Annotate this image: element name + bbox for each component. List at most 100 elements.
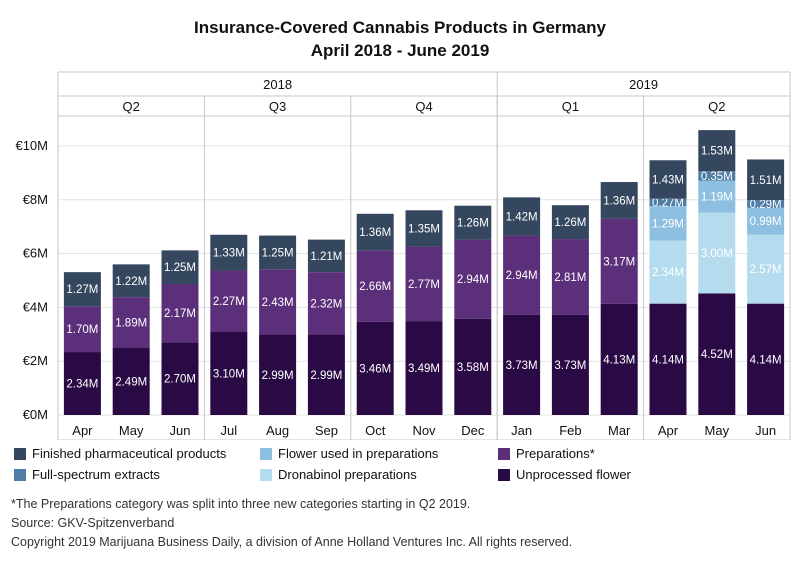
legend-item-dronabinol-preparations: Dronabinol preparations [260,467,417,482]
bar-segment [698,212,736,294]
data-label: 0.35M [701,171,733,183]
data-label: 1.25M [164,262,196,274]
legend-item-finished-pharmaceutical: Finished pharmaceutical products [14,446,226,461]
data-label: 1.27M [66,284,98,296]
x-tick-label: Jul [220,423,237,438]
bar-segment [112,264,150,298]
bar-segment [747,234,785,304]
bar-segment [698,293,736,415]
legend-swatch [498,468,510,481]
data-label: 2.17M [164,308,196,320]
bar-segment [307,334,345,415]
data-label: 0.99M [750,216,782,228]
data-label: 1.42M [506,211,538,223]
bar-segment [210,331,248,415]
data-label: 1.51M [750,175,782,187]
bar-segment [405,246,443,322]
data-label: 2.57M [750,264,782,276]
data-label: 1.53M [701,146,733,158]
quarter-label: Q2 [708,99,725,114]
bar-segment [454,318,492,415]
data-label: 1.19M [701,192,733,204]
bar-segment [259,334,297,415]
bar-segment [63,306,101,353]
data-label: 3.46M [359,363,391,375]
data-label: 1.25M [262,247,294,259]
bar-segment [649,240,687,304]
data-label: 1.36M [359,227,391,239]
bar-segment [161,283,199,343]
x-tick-label: May [119,423,144,438]
data-label: 1.43M [652,174,684,186]
bar-segment [161,250,199,284]
data-label: 1.36M [603,195,635,207]
legend-label: Finished pharmaceutical products [32,446,227,461]
bar-segment [600,303,638,415]
bar-segment [503,235,541,315]
bar-segment [210,270,248,332]
legend-label: Dronabinol preparations [278,467,417,482]
x-tick-label: Apr [72,423,93,438]
x-tick-label: Jun [755,423,776,438]
data-label: 1.26M [457,218,489,230]
bar-segment [307,272,345,335]
y-tick-label: €6M [23,246,48,261]
x-tick-label: Jan [511,423,532,438]
bar-segment [112,348,150,415]
legend-swatch [260,468,272,481]
bar-segment [747,207,785,235]
period-header: 2018 2019 Q2 Q3 Q4 Q1 Q2 [57,71,791,440]
data-label: 4.52M [701,349,733,361]
bar-segment [747,159,785,201]
bar-segment [600,218,638,304]
axes: €0M €2M €4M €6M €8M €10M Apr May Jun Jul Aug Sep Oct… [15,138,776,438]
bar-segment [454,205,492,240]
bar-segment [405,210,443,247]
y-tick-label: €10M [15,138,48,153]
x-tick-label: May [705,423,730,438]
bar-segment [649,198,687,206]
year-label: 2019 [629,77,658,92]
bar-segment [649,303,687,415]
data-label: 4.14M [750,354,782,366]
data-label: 1.22M [115,276,147,288]
data-label: 2.27M [213,296,245,308]
legend-item-unprocessed-flower: Unprocessed flower [498,467,631,482]
bar-segment [161,342,199,415]
data-label: 2.81M [554,272,586,284]
bar-segment [649,160,687,199]
copyright-note: Copyright 2019 Marijuana Business Daily,… [11,535,573,549]
y-tick-label: €8M [23,192,48,207]
bar-segment [747,200,785,208]
data-label: 1.33M [213,248,245,260]
data-label: 2.70M [164,374,196,386]
bars: 2.34M 1.70M 1.27M 2.49M 1.89M 1.22M 2.70M 2.17M… [63,130,785,415]
source-note: Source: GKV-Spitzenverband [11,516,175,530]
x-tick-label: Oct [365,423,386,438]
bar-segment [551,205,589,240]
legend-swatch [260,447,272,460]
bar-segment [356,250,394,322]
legend-item-preparations: Preparations* [498,446,595,461]
x-tick-label: Jun [170,423,191,438]
year-label: 2018 [263,77,292,92]
bar-segment [551,239,589,315]
data-label: 2.32M [310,298,342,310]
y-tick-label: €4M [23,299,48,314]
bar-segment [63,352,101,415]
data-label: 3.49M [408,363,440,375]
bar-segment [747,303,785,415]
legend-label: Unprocessed flower [516,467,631,482]
data-label: 3.00M [701,248,733,260]
data-label: 1.89M [115,318,147,330]
bar-segment [405,321,443,415]
footnote: *The Preparations category was split int… [11,497,471,511]
data-label: 2.94M [457,274,489,286]
bar-segment [307,239,345,273]
bar-segment [551,314,589,415]
data-label: 2.77M [408,279,440,291]
y-tick-label: €2M [23,353,48,368]
quarter-label: Q2 [123,99,140,114]
bar-segment [698,180,736,213]
x-tick-label: Apr [658,423,679,438]
